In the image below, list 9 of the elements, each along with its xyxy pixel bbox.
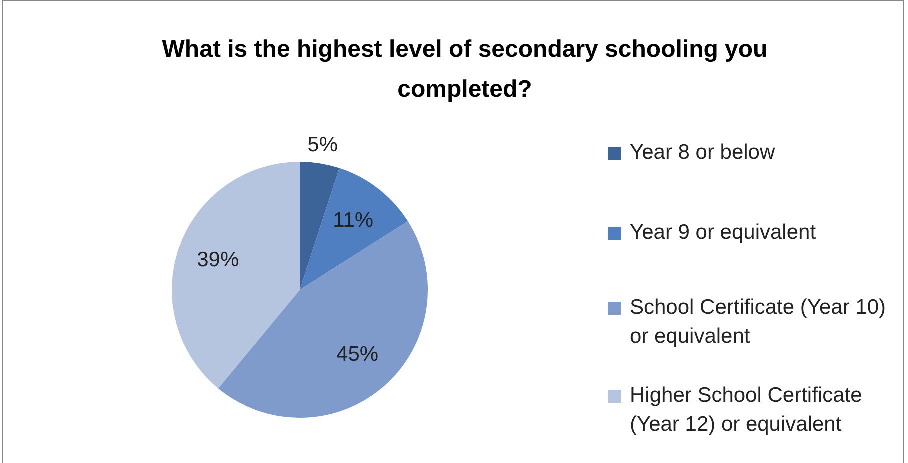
legend-label: Year 8 or below [630,141,776,164]
legend-label: Year 9 or equivalent [630,221,816,244]
data-label: 45% [336,343,379,366]
data-label: 39% [197,248,240,272]
legend-label: School Certificate (Year 10) or equivalent [630,296,886,348]
chart-title: What is the highest level of secondary schooling you completed? [161,35,769,105]
data-label: 11% [333,209,374,232]
data-label: 5% [308,134,338,157]
legend-label: Higher School Certificate (Year 12) or equivalent [630,384,862,436]
